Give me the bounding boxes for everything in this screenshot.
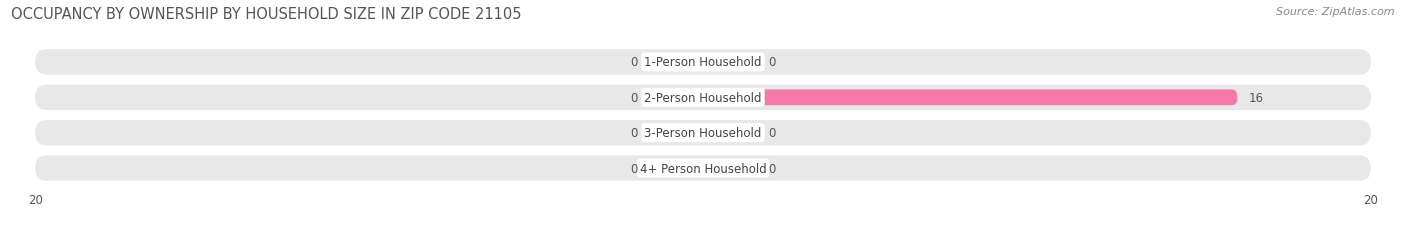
FancyBboxPatch shape <box>650 55 703 70</box>
FancyBboxPatch shape <box>35 50 1371 75</box>
FancyBboxPatch shape <box>703 55 756 70</box>
Text: 2-Person Household: 2-Person Household <box>644 91 762 104</box>
Text: 0: 0 <box>768 56 776 69</box>
FancyBboxPatch shape <box>35 156 1371 181</box>
Text: 3-Person Household: 3-Person Household <box>644 127 762 140</box>
Text: 0: 0 <box>630 91 638 104</box>
Text: OCCUPANCY BY OWNERSHIP BY HOUSEHOLD SIZE IN ZIP CODE 21105: OCCUPANCY BY OWNERSHIP BY HOUSEHOLD SIZE… <box>11 7 522 22</box>
Text: 16: 16 <box>1249 91 1264 104</box>
Text: 0: 0 <box>630 56 638 69</box>
Text: 0: 0 <box>768 162 776 175</box>
FancyBboxPatch shape <box>703 90 1237 106</box>
FancyBboxPatch shape <box>703 161 756 176</box>
Text: Source: ZipAtlas.com: Source: ZipAtlas.com <box>1277 7 1395 17</box>
FancyBboxPatch shape <box>650 90 703 106</box>
Text: 0: 0 <box>630 127 638 140</box>
FancyBboxPatch shape <box>35 120 1371 146</box>
Text: 0: 0 <box>630 162 638 175</box>
Text: 1-Person Household: 1-Person Household <box>644 56 762 69</box>
FancyBboxPatch shape <box>703 125 756 141</box>
Text: 0: 0 <box>768 127 776 140</box>
FancyBboxPatch shape <box>650 125 703 141</box>
Text: 4+ Person Household: 4+ Person Household <box>640 162 766 175</box>
FancyBboxPatch shape <box>650 161 703 176</box>
FancyBboxPatch shape <box>35 85 1371 111</box>
